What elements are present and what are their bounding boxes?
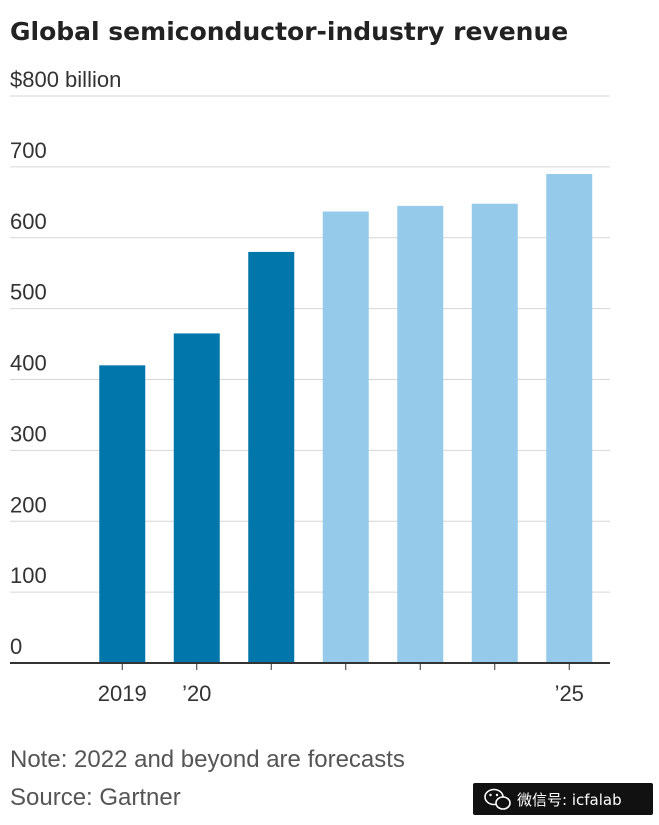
forecast-note: Note: 2022 and beyond are forecasts (10, 746, 405, 773)
y-axis-label: $800 billion (10, 67, 121, 92)
x-tick-label-2020: ’20 (182, 681, 211, 706)
bar-2025 (546, 173, 593, 663)
watermark: 微信号: icfalab (473, 783, 653, 815)
watermark-text: 微信号: icfalab (517, 791, 622, 809)
axes: 0 100 200 300 400 500 600 700 $800 billion 2019 ’2… (10, 67, 610, 706)
x-tick-label-2025: ’25 (555, 681, 584, 706)
y-tick-label-200: 200 (10, 492, 47, 517)
y-tick-label-500: 500 (10, 280, 47, 305)
chart-title: Global semiconductor-industry revenue (10, 17, 568, 46)
bars (99, 173, 593, 664)
x-tick-label-2019: 2019 (98, 681, 147, 706)
y-tick-label-300: 300 (10, 421, 47, 446)
y-tick-label-0: 0 (10, 634, 22, 659)
y-tick-label-600: 600 (10, 209, 47, 234)
bar-2019 (99, 365, 146, 663)
y-tick-label-100: 100 (10, 563, 47, 588)
bar-2023 (397, 205, 444, 663)
bar-2020 (173, 333, 220, 663)
source-note: Source: Gartner (10, 784, 181, 811)
y-tick-label-700: 700 (10, 138, 47, 163)
watermark-background (473, 783, 653, 815)
wechat-icon (484, 788, 511, 810)
bar-2021 (248, 251, 295, 664)
bar-2022 (322, 211, 369, 663)
bar-2024 (471, 203, 518, 664)
y-tick-label-400: 400 (10, 351, 47, 376)
